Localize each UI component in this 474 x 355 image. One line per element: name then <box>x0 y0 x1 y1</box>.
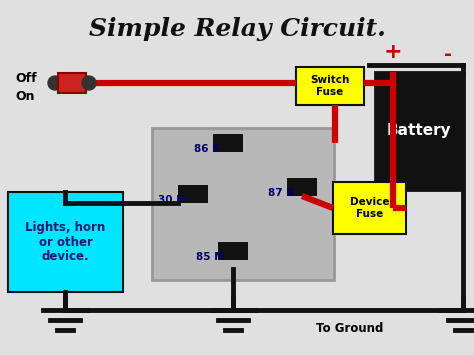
Text: Switch
Fuse: Switch Fuse <box>310 75 350 97</box>
Text: 30 H: 30 H <box>158 195 185 205</box>
Text: Device
Fuse: Device Fuse <box>350 197 389 219</box>
Text: To Ground: To Ground <box>316 322 383 334</box>
Bar <box>218 242 248 260</box>
Bar <box>296 67 364 105</box>
Bar <box>375 72 463 190</box>
Bar <box>8 192 123 292</box>
Text: Battery: Battery <box>387 124 451 138</box>
Bar <box>287 178 317 196</box>
Bar <box>152 128 334 280</box>
Text: Lights, horn
or other
device.: Lights, horn or other device. <box>26 220 106 263</box>
Circle shape <box>82 76 96 90</box>
Text: 85 M: 85 M <box>197 252 225 262</box>
Bar <box>333 182 406 234</box>
Bar <box>213 134 243 152</box>
Text: +: + <box>383 42 402 62</box>
Text: 86 S: 86 S <box>194 144 220 154</box>
Text: 87 B: 87 B <box>268 188 294 198</box>
Bar <box>58 73 86 93</box>
Text: -: - <box>444 45 452 65</box>
Text: Simple Relay Circuit.: Simple Relay Circuit. <box>89 17 385 41</box>
Circle shape <box>48 76 62 90</box>
Text: Off: Off <box>15 71 36 84</box>
Text: On: On <box>15 89 35 103</box>
Bar <box>178 185 208 203</box>
